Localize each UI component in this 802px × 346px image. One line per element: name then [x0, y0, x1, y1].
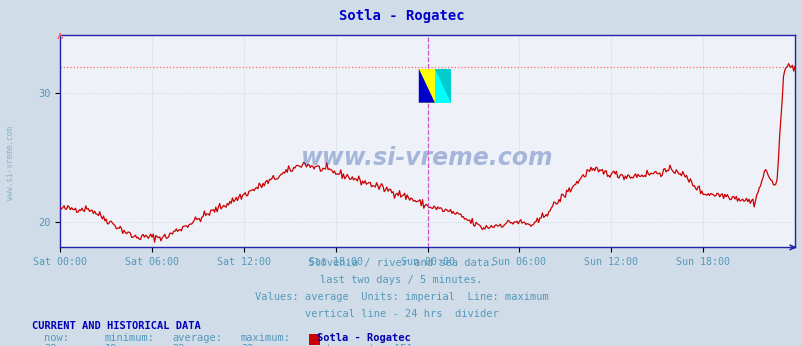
Text: 19: 19 — [104, 344, 117, 346]
Text: Slovenia / river and sea data.: Slovenia / river and sea data. — [307, 258, 495, 268]
Text: 32: 32 — [44, 344, 57, 346]
Polygon shape — [435, 69, 451, 103]
Text: Sotla - Rogatec: Sotla - Rogatec — [317, 333, 411, 343]
Text: 22: 22 — [172, 344, 185, 346]
Text: Values: average  Units: imperial  Line: maximum: Values: average Units: imperial Line: ma… — [254, 292, 548, 302]
Text: Sotla - Rogatec: Sotla - Rogatec — [338, 9, 464, 22]
Text: www.si-vreme.com: www.si-vreme.com — [301, 146, 553, 170]
Text: vertical line - 24 hrs  divider: vertical line - 24 hrs divider — [304, 309, 498, 319]
Bar — [419, 69, 435, 103]
Polygon shape — [419, 69, 435, 103]
Bar — [435, 69, 451, 103]
Text: maximum:: maximum: — [241, 333, 290, 343]
Text: temperature[F]: temperature[F] — [325, 344, 412, 346]
Text: CURRENT AND HISTORICAL DATA: CURRENT AND HISTORICAL DATA — [32, 321, 200, 331]
Text: last two days / 5 minutes.: last two days / 5 minutes. — [320, 275, 482, 285]
Text: average:: average: — [172, 333, 222, 343]
Text: now:: now: — [44, 333, 69, 343]
Text: minimum:: minimum: — [104, 333, 154, 343]
Text: 32: 32 — [241, 344, 253, 346]
Text: www.si-vreme.com: www.si-vreme.com — [6, 126, 15, 200]
